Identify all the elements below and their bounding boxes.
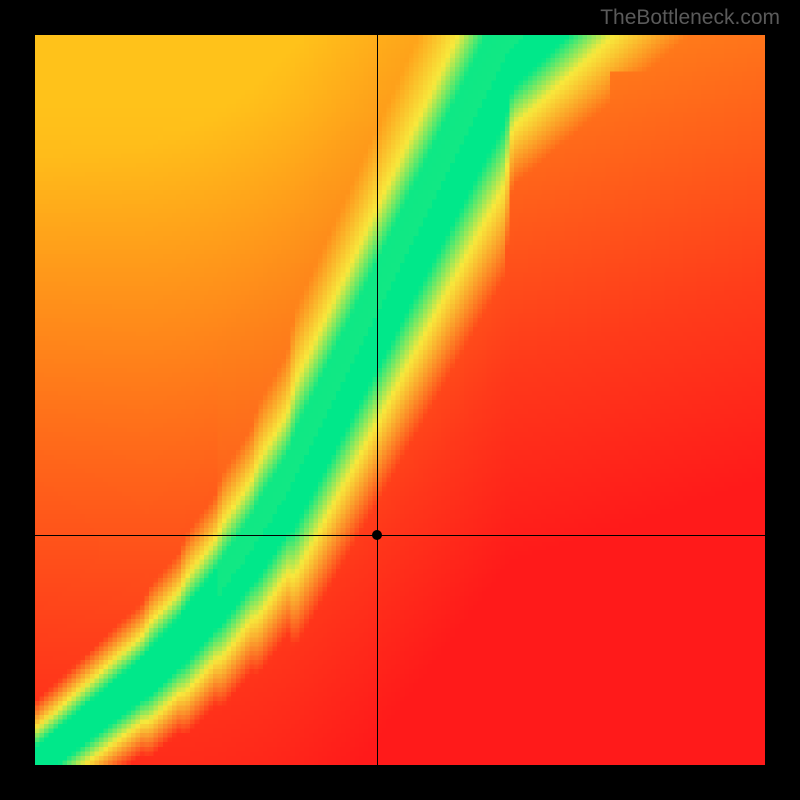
watermark-text: TheBottleneck.com (600, 6, 780, 30)
crosshair-vertical (377, 35, 378, 765)
bottleneck-heatmap (35, 35, 765, 765)
marker-dot (372, 530, 382, 540)
crosshair-horizontal (35, 535, 765, 536)
heatmap-canvas (35, 35, 765, 765)
